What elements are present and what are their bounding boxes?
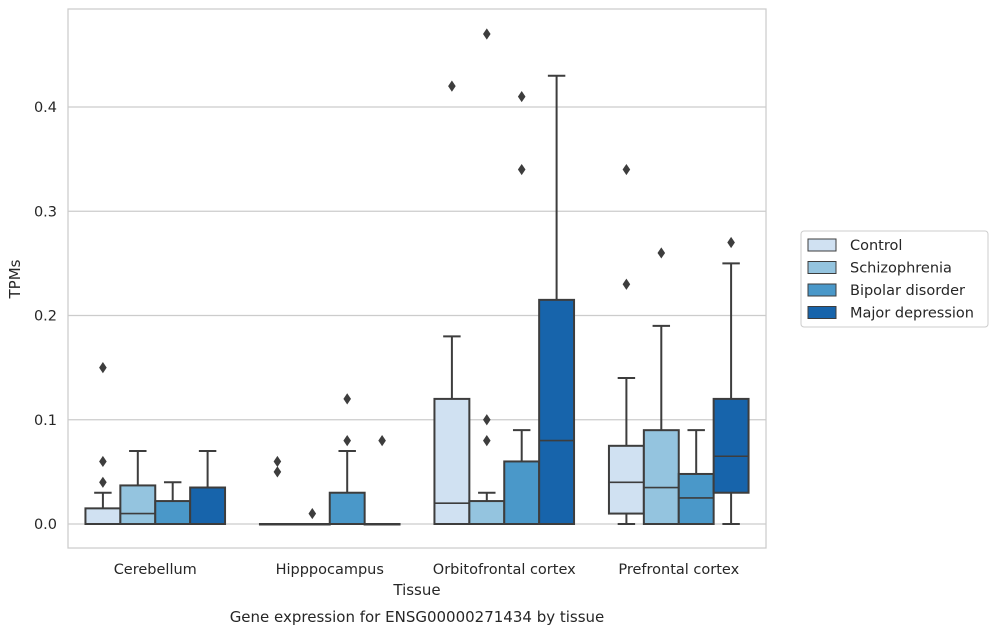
legend-label: Major depression bbox=[850, 306, 974, 322]
box-iqr bbox=[607, 444, 645, 515]
y-tick-label: 0.2 bbox=[34, 309, 57, 325]
y-tick-label: 0.4 bbox=[34, 100, 57, 116]
box-iqr bbox=[119, 484, 157, 525]
box-group bbox=[258, 455, 296, 526]
outlier-marker bbox=[622, 163, 631, 176]
outlier-marker bbox=[483, 28, 491, 40]
box-group bbox=[293, 507, 331, 526]
y-tick-label: 0.3 bbox=[34, 204, 57, 220]
box-iqr bbox=[84, 507, 122, 525]
box-group bbox=[433, 80, 471, 525]
box-iqr bbox=[642, 429, 680, 525]
legend-label: Schizophrenia bbox=[850, 261, 952, 277]
legend-frame bbox=[800, 230, 989, 328]
outlier-marker bbox=[483, 414, 491, 426]
outlier-marker bbox=[273, 466, 282, 478]
y-tick-label: 0.1 bbox=[34, 413, 57, 429]
box-group bbox=[328, 393, 366, 526]
box-group bbox=[468, 28, 506, 526]
box-group bbox=[189, 450, 227, 526]
legend: Control Schizophrenia Bipolar disorder Majo… bbox=[800, 230, 989, 328]
outlier-marker bbox=[378, 435, 386, 447]
box-group bbox=[712, 236, 750, 525]
outlier-marker bbox=[99, 476, 107, 488]
plot-frame bbox=[67, 8, 767, 549]
outlier-marker bbox=[517, 90, 526, 103]
box-group bbox=[84, 362, 122, 525]
y-axis-label: TPMs bbox=[6, 259, 24, 299]
outlier-marker bbox=[99, 455, 107, 468]
box-group bbox=[607, 163, 645, 525]
box-iqr bbox=[503, 460, 541, 526]
box-group bbox=[503, 90, 541, 526]
outlier-marker bbox=[622, 278, 631, 290]
box-group bbox=[363, 435, 401, 526]
outlier-marker bbox=[483, 435, 491, 447]
outlier-marker bbox=[727, 236, 735, 249]
outlier-marker bbox=[448, 80, 456, 92]
outlier-marker bbox=[308, 507, 317, 520]
box-group bbox=[538, 74, 576, 525]
box-layer bbox=[84, 28, 750, 526]
box-group bbox=[642, 247, 680, 525]
box-iqr bbox=[677, 472, 715, 525]
x-tick-label: Hipppocampus bbox=[276, 562, 384, 578]
y-tick-labels: 0.0 0.1 0.2 0.3 0.4 bbox=[34, 100, 57, 533]
box-iqr bbox=[189, 486, 227, 526]
x-tick-labels: Cerebellum Hipppocampus Orbitofrontal cort… bbox=[114, 562, 740, 578]
x-axis-label: Tissue bbox=[392, 581, 440, 599]
outlier-marker bbox=[343, 393, 351, 405]
legend-swatch bbox=[807, 283, 837, 297]
box-group bbox=[119, 450, 157, 525]
x-tick-label: Cerebellum bbox=[114, 562, 197, 578]
box-group bbox=[677, 429, 715, 525]
box-iqr bbox=[712, 397, 750, 494]
outlier-marker bbox=[99, 362, 107, 374]
box-iqr bbox=[433, 397, 471, 525]
box-iqr bbox=[154, 500, 192, 526]
outlier-marker bbox=[657, 247, 666, 259]
chart-title: Gene expression for ENSG00000271434 by t… bbox=[230, 608, 605, 626]
box-iqr bbox=[468, 500, 506, 526]
legend-swatch bbox=[807, 261, 837, 274]
outlier-marker bbox=[517, 163, 526, 176]
legend-swatch bbox=[807, 238, 837, 252]
x-tick-label: Orbitofrontal cortex bbox=[433, 562, 576, 578]
box-iqr bbox=[328, 491, 366, 526]
outlier-marker bbox=[273, 455, 282, 468]
x-tick-label: Prefrontal cortex bbox=[618, 562, 739, 578]
box-group bbox=[154, 481, 192, 526]
legend-label: Bipolar disorder bbox=[850, 283, 965, 299]
outlier-marker bbox=[343, 435, 351, 447]
box-iqr bbox=[538, 298, 576, 525]
y-tick-label: 0.0 bbox=[34, 517, 57, 533]
legend-swatch bbox=[807, 306, 837, 319]
legend-label: Control bbox=[850, 238, 902, 254]
